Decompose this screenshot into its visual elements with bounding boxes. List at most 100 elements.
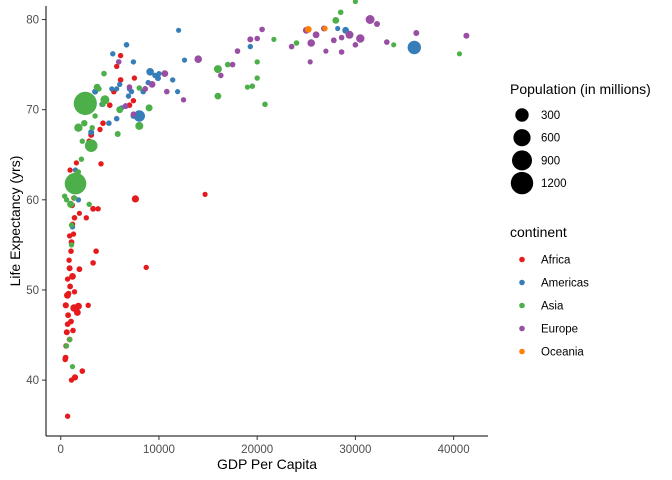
data-point [83,215,90,221]
plot-area: 0 10000 20000 30000 40000 40 50 60 70 80 [26,0,488,456]
color-legend-label: Asia [541,301,564,313]
x-tick-label: 30000 [339,444,371,456]
data-point [224,61,231,68]
data-point [79,368,86,374]
data-point [288,43,295,50]
data-point [128,88,135,95]
data-point [117,81,123,88]
data-point [254,35,260,42]
size-legend-key [515,108,529,122]
size-legend-key [510,171,534,195]
data-point [76,210,82,216]
data-point [63,197,70,203]
data-point [391,42,397,48]
data-point [84,139,98,152]
data-point [100,101,106,108]
data-point [88,129,95,136]
data-point [213,65,222,74]
data-point [78,102,85,110]
data-point [79,138,86,144]
color-legend-label: Oceania [541,347,584,359]
data-point [136,85,143,91]
data-point [122,103,129,110]
data-point [66,336,73,343]
y-tick-label: 80 [26,15,39,27]
data-point [123,42,130,48]
data-point [181,57,188,63]
data-point [66,265,73,272]
data-point [114,131,121,137]
data-point [68,222,75,228]
data-point [330,37,337,44]
data-point [65,312,71,319]
size-legend-label: 900 [541,155,560,167]
data-point [115,59,122,65]
data-point [146,68,154,76]
size-legend-items: 300 600 900 1200 [510,108,567,195]
data-point [109,86,115,92]
data-point [218,72,224,79]
color-legend-key [519,325,525,332]
x-tick-label: 20000 [241,444,273,456]
y-tick-label: 40 [26,375,39,387]
data-point [249,83,256,89]
color-legend-key [519,256,525,263]
data-point [114,63,120,70]
y-axis-ticks: 40 50 60 70 80 [26,15,46,387]
data-point [117,77,124,83]
data-point [70,231,77,237]
data-point [71,195,78,201]
size-legend-label: 600 [541,133,560,145]
data-point [67,283,73,290]
data-point [164,88,170,95]
data-point [113,115,120,122]
data-point [312,31,320,39]
data-point [304,26,312,33]
data-point [130,98,137,104]
data-point [74,309,81,316]
data-point [67,200,75,208]
data-point [67,167,73,173]
data-point [110,51,116,57]
x-tick-label: 40000 [438,444,470,456]
data-point [107,102,113,108]
data-point [254,75,260,81]
data-point [65,290,72,297]
data-point [86,97,93,104]
data-point [90,205,96,212]
data-point [180,97,187,103]
data-point [116,106,124,114]
data-point [71,289,78,295]
y-tick-label: 50 [26,285,39,297]
size-legend: Population (in millions) 300 600 900 1200 [510,81,651,195]
data-point [131,75,138,81]
data-point [126,84,133,90]
series-asia [61,0,463,370]
data-point [259,26,265,33]
data-point [69,273,76,280]
data-point [214,92,222,100]
data-point [365,15,375,24]
data-point [71,215,78,221]
data-point [131,195,139,203]
data-point [62,356,68,363]
data-point [73,160,79,166]
data-point [247,36,254,43]
data-point [89,125,95,131]
data-point [338,49,345,55]
data-point [85,302,91,308]
data-point [68,248,74,254]
size-legend-label: 300 [541,110,560,122]
data-point [254,59,260,65]
data-point [262,101,268,108]
x-axis-ticks: 0 10000 20000 30000 40000 [58,436,470,456]
data-point [384,39,390,45]
data-point [202,191,208,197]
data-point [413,30,420,36]
data-point [143,264,149,271]
data-point [456,51,463,57]
data-point [86,201,92,207]
data-point [194,55,202,63]
data-point [64,172,87,195]
data-point [63,329,70,336]
